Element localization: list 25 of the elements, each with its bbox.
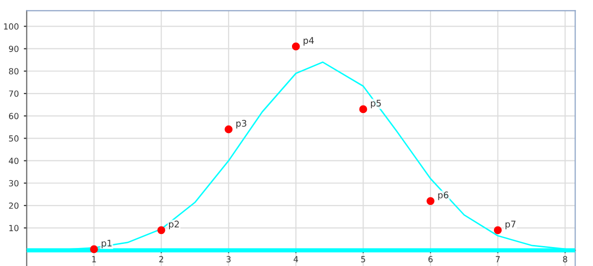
x-tick-label: 1 xyxy=(92,256,96,262)
x-tick-label: 7 xyxy=(496,256,500,262)
y-tick-label: 70 xyxy=(9,90,18,97)
y-tick-label: 30 xyxy=(9,180,18,186)
annotation: p1 xyxy=(102,240,112,248)
x-tick-label: 8 xyxy=(563,256,568,262)
y-tick-label: 90 xyxy=(8,46,18,52)
y-tick-label: 80 xyxy=(9,68,18,74)
x-tick-label: 3 xyxy=(226,256,231,262)
annotation: p5 xyxy=(370,100,381,108)
y-tick-label: 20 xyxy=(9,202,18,209)
x-tick-label: 2 xyxy=(159,256,164,262)
annotation: p7 xyxy=(506,220,516,230)
annotation: p2 xyxy=(169,220,179,230)
y-tick-label: 100 xyxy=(4,23,18,30)
annotation: p3 xyxy=(236,120,246,128)
x-tick-label: 4 xyxy=(294,256,298,262)
y-tick-label: 50 xyxy=(9,135,18,142)
annotation: p4 xyxy=(304,37,314,46)
y-tick-label: 40 xyxy=(8,158,18,164)
x-tick-label: 6 xyxy=(428,256,433,262)
y-tick-label: 10 xyxy=(9,224,18,232)
annotation: p6 xyxy=(438,192,448,200)
x-tick-label: 5 xyxy=(361,256,366,262)
y-tick-label: 60 xyxy=(9,112,18,120)
